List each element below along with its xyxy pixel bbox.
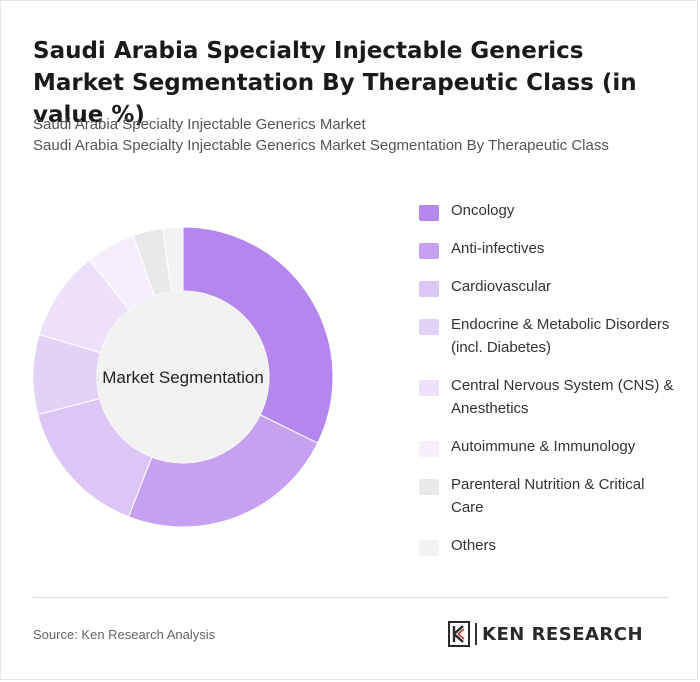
- legend-item: Others: [419, 534, 679, 557]
- legend-item: Central Nervous System (CNS) & Anestheti…: [419, 374, 679, 420]
- subtitle-line-2: Saudi Arabia Specialty Injectable Generi…: [33, 137, 609, 154]
- subtitle-line-1: Saudi Arabia Specialty Injectable Generi…: [33, 116, 366, 133]
- legend-swatch: [419, 281, 439, 297]
- legend-swatch: [419, 243, 439, 259]
- legend-label: Autoimmune & Immunology: [451, 438, 636, 455]
- legend-item: Endocrine & Metabolic Disorders (incl. D…: [419, 313, 679, 359]
- legend-item: Oncology: [419, 199, 679, 222]
- donut-slices: [32, 226, 334, 528]
- legend-item: Parenteral Nutrition & Critical Care: [419, 473, 679, 519]
- legend-item: Anti-infectives: [419, 237, 679, 260]
- chart-title: Saudi Arabia Specialty Injectable Generi…: [33, 38, 637, 128]
- legend-item: Autoimmune & Immunology: [419, 435, 679, 458]
- brand-logo: KEN RESEARCH: [448, 621, 643, 647]
- legend-swatch: [419, 319, 439, 335]
- legend-swatch: [419, 540, 439, 556]
- chart-legend: Oncology Anti-infectives Cardiovascular End…: [419, 199, 679, 572]
- footer-divider: [33, 597, 669, 598]
- legend-label: Parenteral Nutrition & Critical Care: [451, 476, 645, 516]
- donut-center-label: Market Segmentation: [102, 368, 264, 387]
- legend-label: Central Nervous System (CNS) & Anestheti…: [451, 377, 674, 417]
- legend-swatch: [419, 380, 439, 396]
- ken-research-logo-icon: [448, 621, 470, 647]
- legend-label: Endocrine & Metabolic Disorders (incl. D…: [451, 316, 670, 356]
- source-note: Source: Ken Research Analysis: [33, 627, 216, 642]
- chart-subtitle: Saudi Arabia Specialty Injectable Generi…: [33, 114, 673, 156]
- brand-separator: [475, 623, 477, 645]
- legend-swatch: [419, 441, 439, 457]
- legend-label: Anti-infectives: [451, 240, 545, 257]
- legend-label: Cardiovascular: [451, 278, 552, 295]
- brand-name: KEN RESEARCH: [482, 623, 644, 645]
- legend-swatch: [419, 479, 439, 495]
- legend-item: Cardiovascular: [419, 275, 679, 298]
- donut-hole: [97, 291, 269, 463]
- donut-chart: Market Segmentation: [32, 226, 334, 528]
- legend-label: Others: [451, 537, 497, 554]
- legend-swatch: [419, 205, 439, 221]
- legend-label: Oncology: [451, 202, 515, 219]
